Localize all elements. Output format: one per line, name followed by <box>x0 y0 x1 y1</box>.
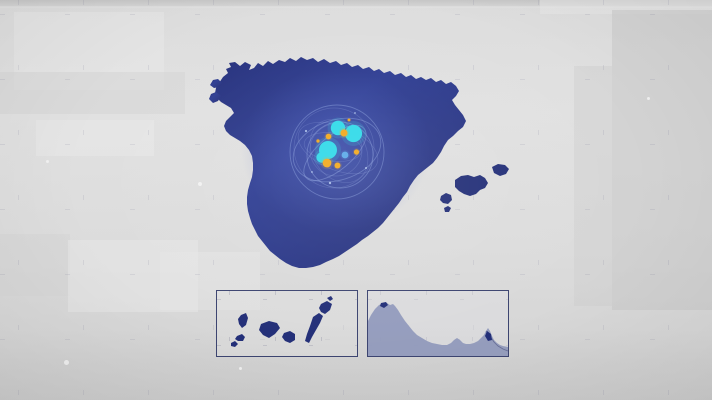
island-menorca <box>492 164 509 176</box>
background-right-column-secondary <box>574 66 612 306</box>
silhouette-marker-right <box>485 331 492 341</box>
island-la-palma <box>238 313 248 328</box>
cluster-bubble[interactable] <box>347 118 351 122</box>
sparkle-dot <box>311 171 313 173</box>
background-right-column <box>612 10 712 310</box>
cluster-bubble[interactable] <box>334 162 341 169</box>
secondary-inset[interactable] <box>367 290 509 357</box>
background-panel-4 <box>0 234 70 296</box>
island-la-gomera <box>235 334 245 341</box>
orbit-ring <box>289 104 385 200</box>
orbit-ring <box>303 124 367 182</box>
silhouette-shape <box>368 303 508 356</box>
speck-dot <box>198 182 202 186</box>
silhouette-marker-left <box>380 302 388 308</box>
background-panel-6 <box>160 252 260 310</box>
sparkle-dot <box>365 167 367 169</box>
background-top-strip <box>0 0 712 6</box>
island-el-hierro <box>231 341 238 347</box>
orbit-ring <box>292 117 382 183</box>
ring-sparkles <box>304 112 367 185</box>
island-mallorca <box>455 175 488 196</box>
cluster-bubble[interactable] <box>341 151 349 159</box>
speck-dot <box>647 97 650 100</box>
scanline <box>0 7 712 8</box>
island-formentera <box>444 206 451 212</box>
canary-islands-inset[interactable] <box>216 290 358 357</box>
north-coast-detail <box>210 79 222 88</box>
cluster-bubbles <box>313 117 366 170</box>
orbit-ring <box>293 107 375 189</box>
island-ibiza <box>440 193 452 204</box>
balearic-islands <box>440 164 509 212</box>
background-bottom-wash <box>0 330 712 400</box>
galicia-detail <box>209 92 221 103</box>
island-lanzarote <box>319 301 332 314</box>
cluster-bubble[interactable] <box>322 158 332 168</box>
sparkle-dot <box>328 181 332 185</box>
background-panel-3 <box>36 120 154 156</box>
canary-islands-svg <box>231 296 333 347</box>
cluster-bubble[interactable] <box>316 139 320 143</box>
sparkle-dot <box>304 129 308 133</box>
speck-dot <box>64 360 69 365</box>
background-panel-2 <box>0 72 185 114</box>
orbit-ring <box>297 121 379 175</box>
speck-dot <box>239 367 242 370</box>
cluster-bubble[interactable] <box>325 133 332 140</box>
sparkle-dot <box>354 112 356 114</box>
secondary-inset-svg <box>368 302 509 356</box>
background-panel-5 <box>68 240 198 312</box>
cluster-bubble[interactable] <box>340 129 348 137</box>
island-tenerife <box>259 321 280 338</box>
speck-dot <box>46 160 49 163</box>
island-la-graciosa <box>327 296 333 301</box>
island-gran-canaria <box>282 331 295 343</box>
cluster-bubble[interactable] <box>344 124 363 143</box>
cluster-bubble[interactable] <box>353 149 360 155</box>
island-fuerteventura <box>305 313 323 343</box>
